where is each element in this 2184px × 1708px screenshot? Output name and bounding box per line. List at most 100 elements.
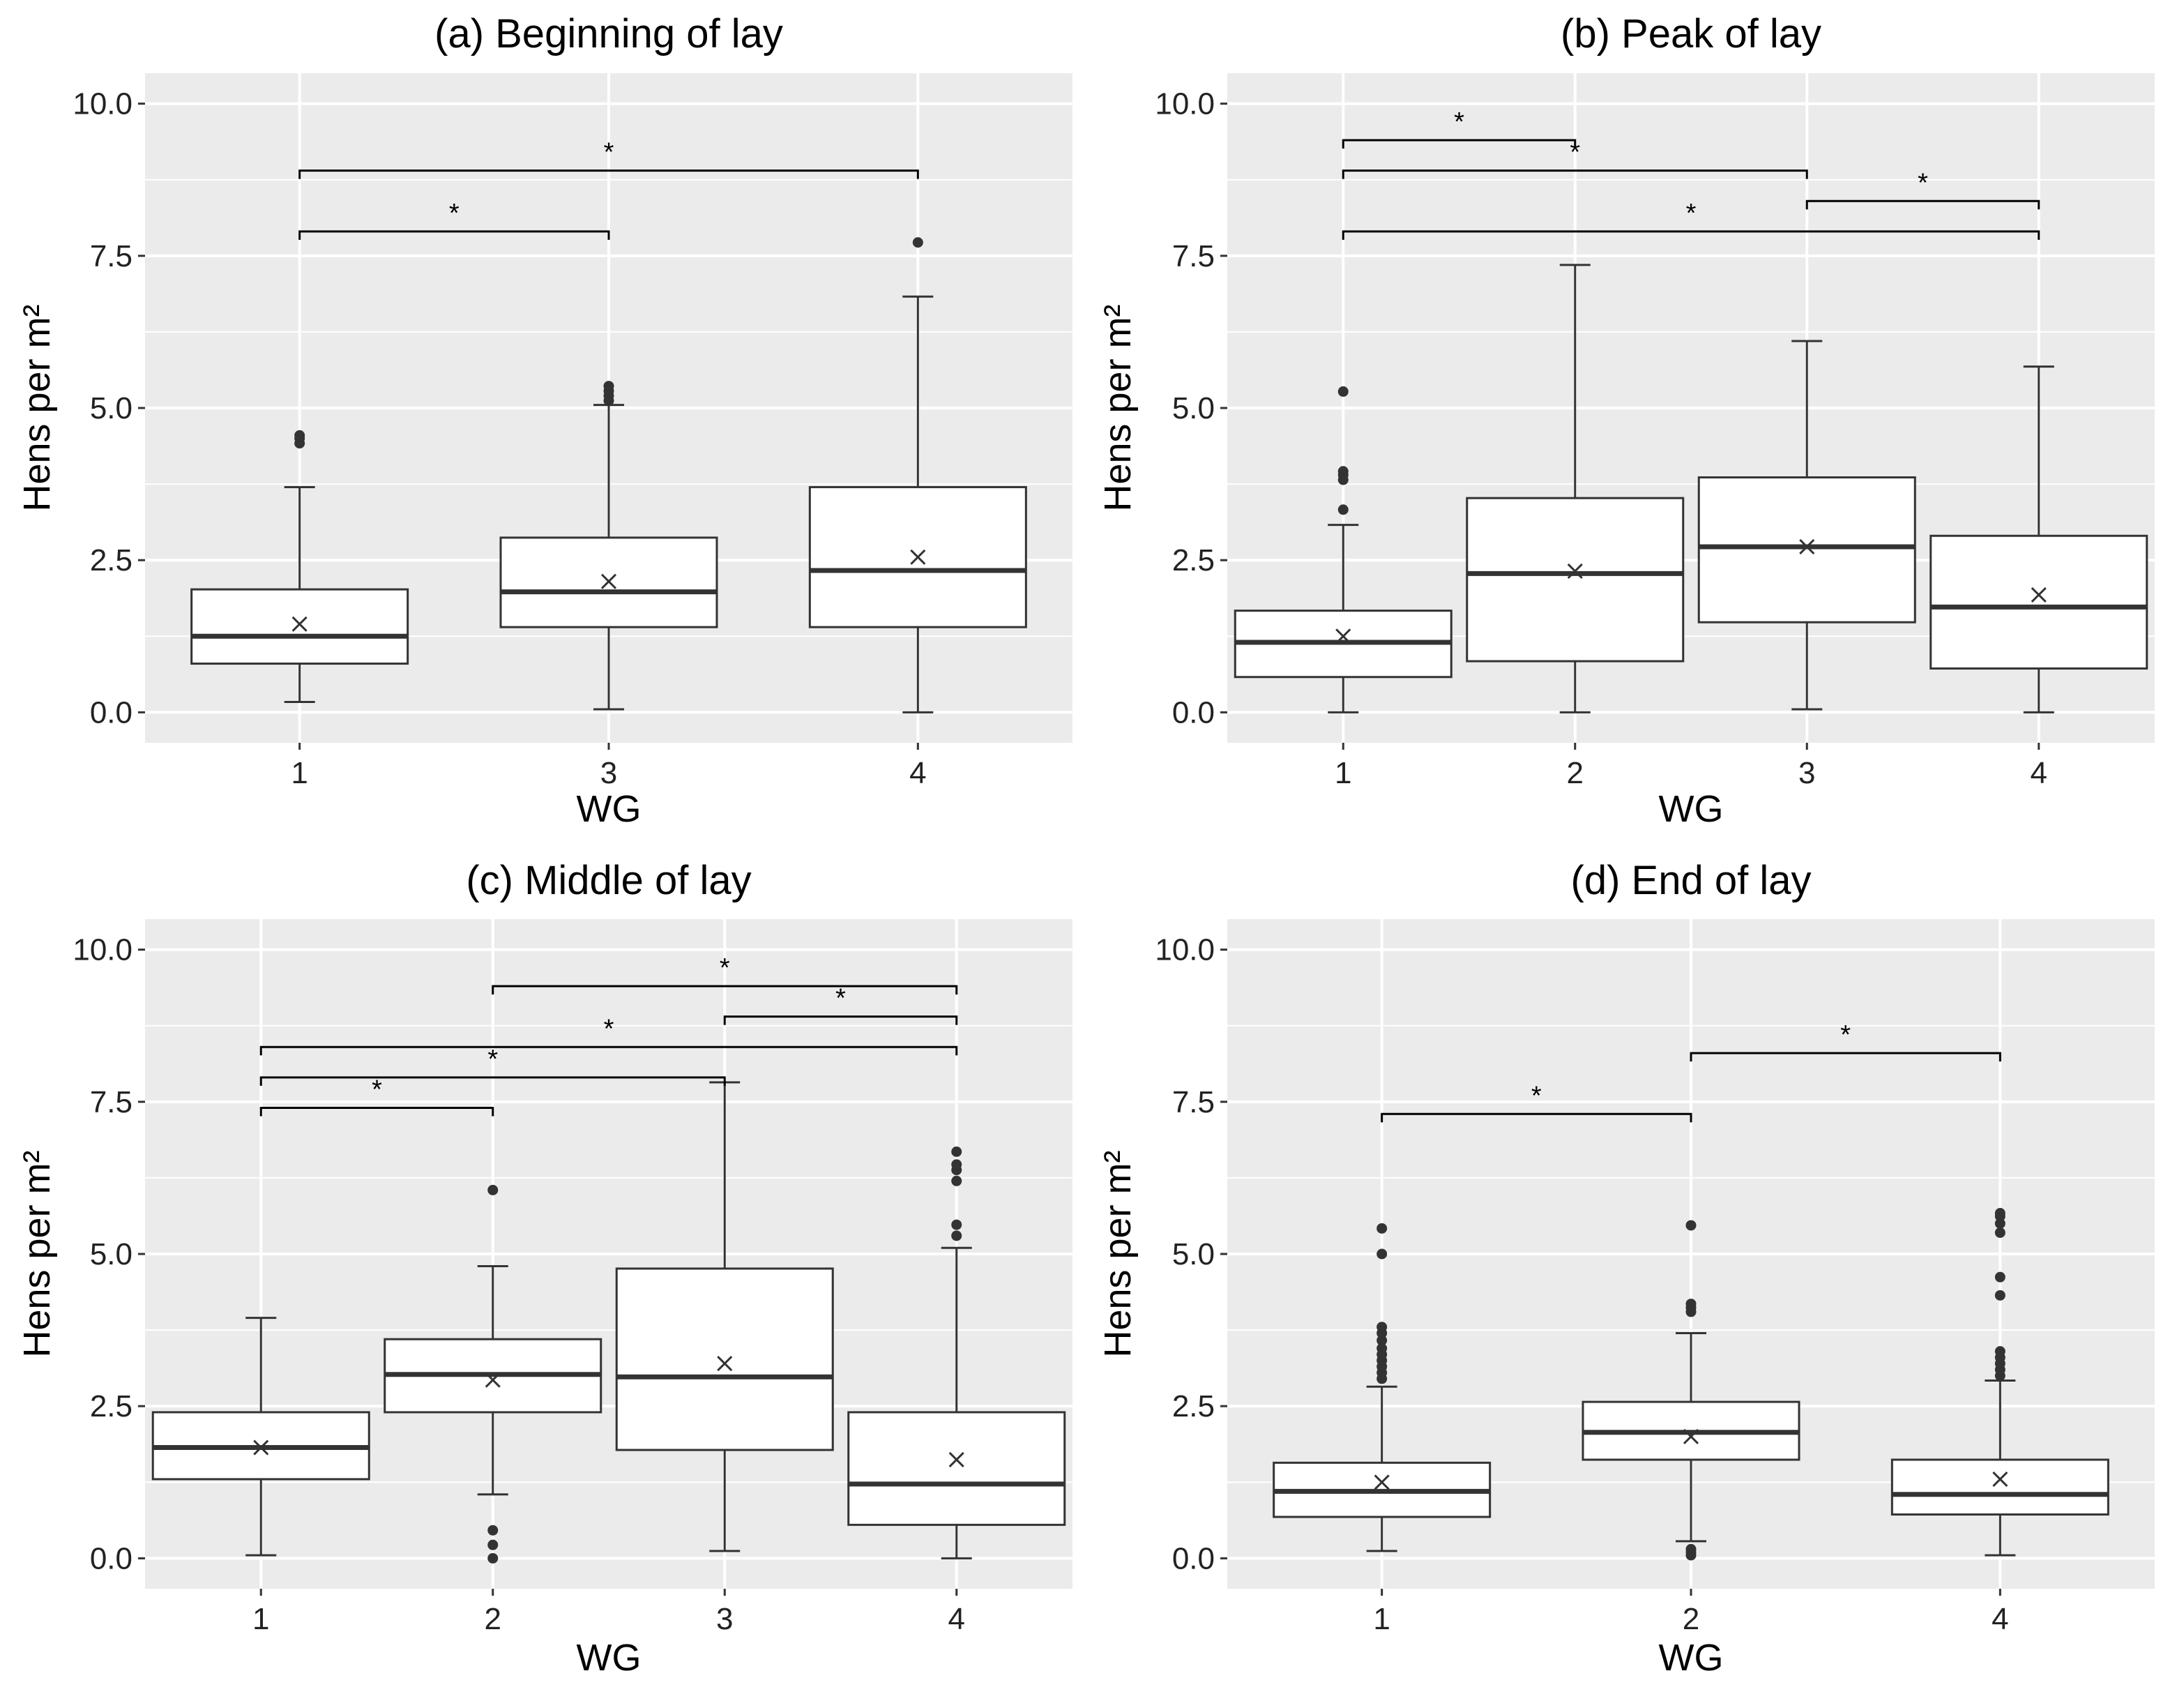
outlier-point <box>1994 1227 2005 1238</box>
y-tick-label: 2.5 <box>90 1389 132 1423</box>
outlier-point <box>1994 1346 2005 1357</box>
bracket-line <box>1342 230 2040 240</box>
bracket-line <box>298 169 919 179</box>
box-iqr <box>615 1267 834 1451</box>
x-tick-label: 2 <box>485 1602 501 1636</box>
mean-marker <box>2031 587 2047 603</box>
y-axis-label: Hens per m² <box>16 1150 58 1357</box>
box-iqr <box>190 588 409 665</box>
significance-bracket: * <box>259 1014 958 1056</box>
outlier-point <box>1685 1543 1697 1555</box>
box-iqr <box>1466 497 1685 663</box>
y-tick-label: 2.5 <box>1172 1389 1215 1423</box>
significance-label: * <box>835 984 846 1013</box>
significance-bracket: * <box>1342 107 1577 149</box>
significance-label: * <box>604 138 614 167</box>
y-tick-label: 0.0 <box>90 695 132 730</box>
outlier-point <box>1337 386 1349 397</box>
box-1 <box>190 430 409 704</box>
outlier-point <box>951 1175 962 1186</box>
significance-label: * <box>1454 107 1464 137</box>
y-tick-label: 5.0 <box>90 1237 132 1271</box>
outlier-point <box>951 1219 962 1230</box>
box-3 <box>499 381 718 711</box>
mean-marker <box>910 549 926 565</box>
outlier-point <box>951 1146 962 1157</box>
significance-bracket: * <box>1381 1081 1692 1123</box>
mean-marker <box>1992 1471 2008 1487</box>
mean-marker <box>948 1451 964 1468</box>
mean-marker <box>291 616 308 632</box>
y-axis-label: Hens per m² <box>1097 1150 1139 1357</box>
outlier-point <box>912 237 923 248</box>
y-axis-label: Hens per m² <box>16 304 58 511</box>
outlier-point <box>487 1552 499 1564</box>
outlier-point <box>1377 1335 1388 1346</box>
box-4 <box>1929 365 2148 713</box>
significance-label: * <box>1918 168 1928 197</box>
y-tick-label: 7.5 <box>1172 1085 1215 1119</box>
bracket-line <box>259 1045 958 1056</box>
outlier-point <box>294 430 305 441</box>
x-axis-label: WG <box>577 1637 642 1679</box>
outlier-point <box>951 1159 962 1170</box>
y-tick-label: 10.0 <box>73 933 132 967</box>
box-4 <box>808 237 1027 713</box>
outlier-point <box>1377 1248 1388 1260</box>
y-tick-label: 0.0 <box>1172 695 1215 730</box>
outlier-point <box>1994 1290 2005 1301</box>
box-iqr <box>808 485 1027 628</box>
y-tick-label: 10.0 <box>1155 87 1215 121</box>
box-4 <box>847 1146 1066 1559</box>
box-3 <box>615 1081 834 1552</box>
x-tick-label: 2 <box>1567 756 1584 790</box>
significance-bracket: * <box>1690 1020 2001 1061</box>
outlier-point <box>1377 1343 1388 1354</box>
panel-a: 0.0 2.5 5.0 7.5 10.0 1 3 4 * * (a) Beginning of la… <box>16 11 1072 830</box>
y-tick-label: 7.5 <box>90 1085 132 1119</box>
outlier-point <box>603 381 614 392</box>
bracket-line <box>723 1015 958 1025</box>
mean-marker <box>1799 538 1815 555</box>
outlier-point <box>1685 1220 1697 1231</box>
box-2 <box>1466 264 1685 713</box>
bracket-line <box>1805 199 2040 210</box>
outlier-point <box>1994 1208 2005 1219</box>
bracket-line <box>298 230 610 240</box>
outlier-point <box>1377 1223 1388 1234</box>
y-axis-label: Hens per m² <box>1097 304 1139 511</box>
significance-bracket: * <box>1342 199 2040 240</box>
y-tick-label: 2.5 <box>1172 543 1215 577</box>
panel-d: 0.0 2.5 5.0 7.5 10.0 1 2 4 * * (d) End of lay WG Hen… <box>1097 858 2155 1679</box>
box-iqr <box>1890 1458 2109 1516</box>
significance-bracket: * <box>1805 168 2040 210</box>
x-tick-label: 3 <box>1798 756 1815 790</box>
panel-c: 0.0 2.5 5.0 7.5 10.0 1 2 3 4 * * * * * (c) Middle of l… <box>16 858 1072 1679</box>
mean-marker <box>1335 628 1351 644</box>
mean-marker <box>1374 1474 1390 1490</box>
y-tick-label: 7.5 <box>90 239 132 273</box>
y-tick-label: 5.0 <box>90 391 132 425</box>
y-tick-label: 0.0 <box>90 1541 132 1575</box>
x-tick-label: 4 <box>909 756 926 790</box>
x-tick-label: 3 <box>716 1602 733 1636</box>
box-3 <box>1697 340 1916 711</box>
significance-label: * <box>1570 138 1580 167</box>
box-iqr <box>1697 476 1916 624</box>
panel-title: (a) Beginning of lay <box>434 11 783 56</box>
y-tick-label: 5.0 <box>1172 391 1215 425</box>
outlier-point <box>487 1539 499 1550</box>
box-4 <box>1890 1208 2109 1557</box>
x-tick-label: 1 <box>252 1602 269 1636</box>
significance-bracket: * <box>259 1075 494 1117</box>
panel-b: 0.0 2.5 5.0 7.5 10.0 1 2 3 4 * * * * (b) Peak of lay W… <box>1097 11 2155 830</box>
outlier-point <box>1994 1218 2005 1229</box>
significance-label: * <box>449 199 460 228</box>
panel-title: (c) Middle of lay <box>466 858 751 903</box>
y-tick-label: 7.5 <box>1172 239 1215 273</box>
y-tick-label: 10.0 <box>1155 933 1215 967</box>
mean-marker <box>717 1356 733 1372</box>
outlier-point <box>1337 504 1349 515</box>
significance-bracket: * <box>298 138 919 179</box>
x-tick-label: 2 <box>1683 1602 1699 1636</box>
